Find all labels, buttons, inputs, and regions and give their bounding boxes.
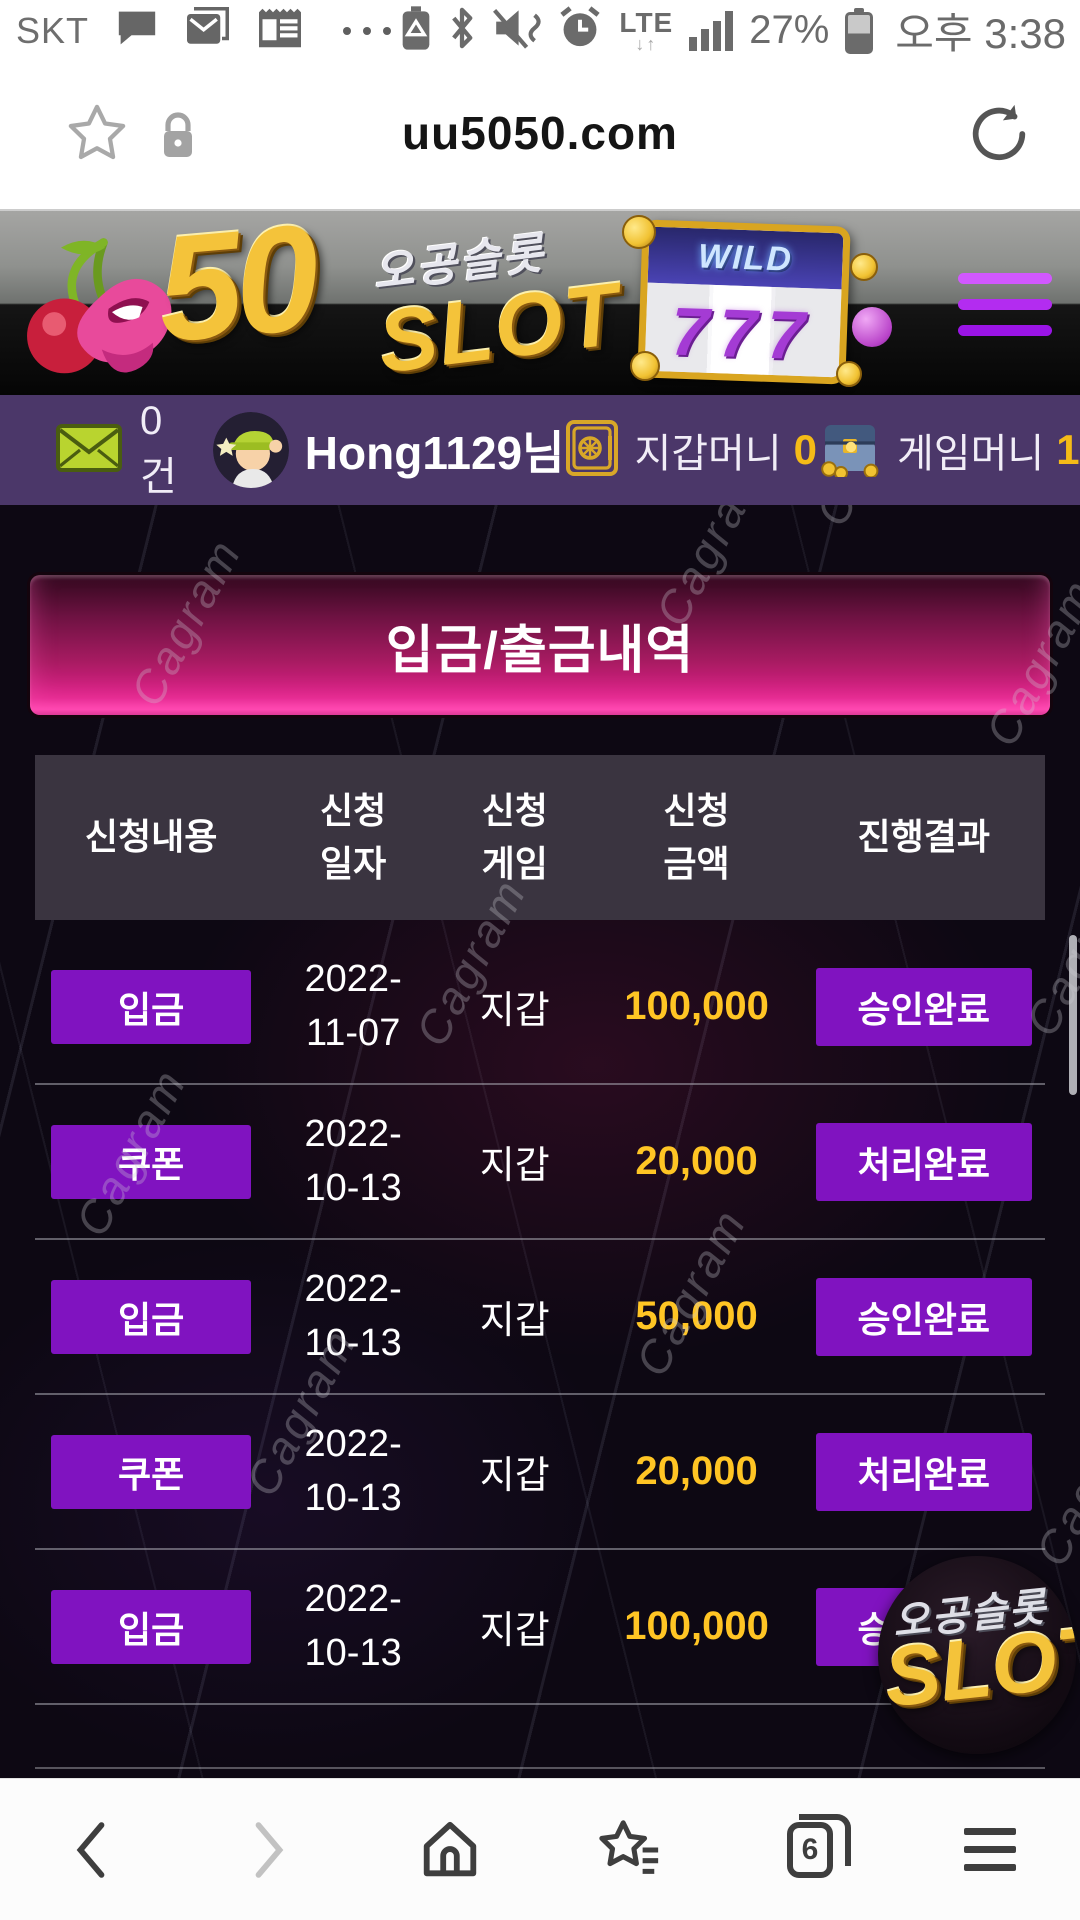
cherry-lips-logo-icon <box>10 217 180 395</box>
wallet-money-value: 0 <box>793 426 817 473</box>
scrollbar[interactable] <box>1069 935 1077 1095</box>
more-notifications-icon <box>343 26 392 35</box>
request-date: 2022- 10-13 <box>304 1113 402 1209</box>
user-info-bar: 0건 Hong1129님 지갑머니 0 게임머니 117,465 <box>0 395 1080 505</box>
logo-number: 50 <box>150 211 320 374</box>
table-row: 쿠폰 2022- 10-13 지갑 20,000 처리완료 <box>35 1085 1045 1240</box>
transaction-table: 입금 2022- 11-07 지갑 100,000 승인완료 쿠폰 2022- 10… <box>35 930 1045 1705</box>
pink-ball-icon <box>852 307 892 347</box>
menu-icon[interactable] <box>964 1817 1016 1882</box>
coin-icon <box>622 215 656 249</box>
secure-lock-icon <box>158 111 198 166</box>
home-button[interactable] <box>360 1779 540 1920</box>
carrier-label: SKT <box>16 9 90 51</box>
result-button[interactable]: 승인완료 <box>815 1277 1032 1356</box>
request-game: 지갑 <box>479 1455 550 1497</box>
tabs-icon[interactable]: 6 <box>787 1813 851 1878</box>
column-header-request-game: 신청게임 <box>481 790 548 884</box>
network-type-indicator: LTE ↓↑ <box>619 6 674 54</box>
username-label: Hong1129님 <box>304 427 565 479</box>
mute-vibrate-icon <box>493 5 542 56</box>
request-date: 2022- 10-13 <box>304 1423 402 1519</box>
game-money-value: 117,465 <box>1056 426 1080 473</box>
request-amount: 20,000 <box>635 1449 758 1493</box>
request-game: 지갑 <box>479 1300 550 1342</box>
slot-machine-logo-icon: WILD 777 <box>637 219 851 385</box>
calendar-notification-icon <box>257 7 303 54</box>
request-amount: 100,000 <box>624 1604 769 1648</box>
data-arrows-icon: ↓↑ <box>635 33 658 54</box>
battery-saver-icon <box>401 6 431 55</box>
avatar[interactable] <box>212 412 289 488</box>
request-game: 지갑 <box>479 1610 550 1652</box>
clock-label: 오후 3:38 <box>895 10 1066 57</box>
next-section-divider <box>35 1767 1045 1769</box>
wallet-money-label: 지갑머니 <box>634 432 782 476</box>
signal-strength-icon <box>689 10 734 51</box>
status-bar: SKT LTE ↓↑ 27% 오후 <box>0 0 1080 57</box>
type-button[interactable]: 입금 <box>51 1589 252 1664</box>
type-button[interactable]: 입금 <box>51 969 252 1044</box>
floating-site-logo[interactable]: 오공슬롯 SLOT <box>878 1556 1076 1754</box>
request-date: 2022- 10-13 <box>304 1268 402 1364</box>
table-row: 입금 2022- 10-13 지갑 50,000 승인완료 <box>35 1240 1045 1395</box>
tab-count-label: 6 <box>801 1832 819 1866</box>
request-date: 2022- 10-13 <box>304 1578 402 1674</box>
result-button[interactable]: 처리완료 <box>815 1122 1032 1201</box>
game-money-label: 게임머니 <box>897 432 1045 476</box>
browser-url-bar[interactable]: uu5050.com <box>0 57 1080 211</box>
result-button[interactable]: 승인완료 <box>815 967 1032 1046</box>
url-text[interactable]: uu5050.com <box>402 107 678 159</box>
forward-button[interactable] <box>180 1779 360 1920</box>
chat-notification-icon <box>115 8 159 53</box>
game-money-chest-icon <box>817 419 883 482</box>
wallet-safe-icon <box>564 418 620 483</box>
browser-bottom-nav: 6 <box>0 1778 1080 1920</box>
site-header: 50 오공슬롯 SLOT WILD 777 <box>0 211 1080 395</box>
tabs-button[interactable]: 6 <box>720 1779 900 1920</box>
battery-percent-label: 27% <box>749 8 830 52</box>
request-date: 2022- 11-07 <box>304 958 402 1054</box>
bookmarks-button[interactable] <box>540 1779 720 1920</box>
type-button[interactable]: 쿠폰 <box>51 1434 252 1509</box>
request-amount: 100,000 <box>624 984 769 1028</box>
table-header: 신청내용 신청일자 신청게임 신청금액 진행결과 <box>35 755 1045 920</box>
request-amount: 20,000 <box>635 1139 758 1183</box>
coin-icon <box>630 351 660 381</box>
column-header-request-amount: 신청금액 <box>663 790 730 884</box>
bluetooth-icon <box>447 5 477 56</box>
column-header-result: 진행결과 <box>857 816 991 858</box>
page-title-banner: 입금/출금내역 <box>30 575 1050 715</box>
browser-menu-button[interactable] <box>900 1779 1080 1920</box>
type-button[interactable]: 입금 <box>51 1279 252 1354</box>
mail-count-label: 0건 <box>140 398 177 499</box>
request-amount: 50,000 <box>635 1294 758 1338</box>
battery-icon <box>845 7 874 54</box>
result-button[interactable]: 처리완료 <box>815 1432 1032 1511</box>
menu-hamburger-icon[interactable] <box>958 273 1052 336</box>
bookmark-star-icon[interactable] <box>66 103 128 168</box>
coin-icon <box>836 361 862 387</box>
request-game: 지갑 <box>479 990 550 1032</box>
column-header-request-date: 신청일자 <box>320 790 387 884</box>
table-row: 입금 2022- 11-07 지갑 100,000 승인완료 <box>35 930 1045 1085</box>
mail-notification-icon <box>185 7 231 54</box>
slot-wild-label: WILD <box>647 226 844 290</box>
slot-sevens-label: 777 <box>644 282 842 385</box>
watermark: Cagram <box>804 505 937 535</box>
column-header-request-type: 신청내용 <box>84 816 218 858</box>
page-title: 입금/출금내역 <box>385 621 695 680</box>
coin-icon <box>850 253 878 281</box>
request-game: 지갑 <box>479 1145 550 1187</box>
mail-envelope-icon[interactable] <box>56 423 122 477</box>
refresh-icon[interactable] <box>966 101 1032 172</box>
alarm-icon <box>557 5 603 56</box>
table-row: 쿠폰 2022- 10-13 지갑 20,000 처리완료 <box>35 1395 1045 1550</box>
type-button[interactable]: 쿠폰 <box>51 1124 252 1199</box>
back-button[interactable] <box>0 1779 180 1920</box>
